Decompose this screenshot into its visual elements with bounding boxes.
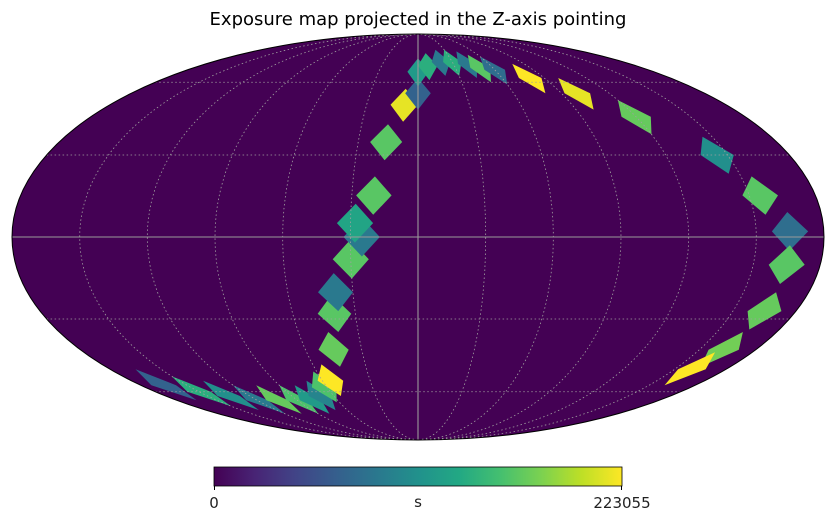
exposure-cell bbox=[480, 56, 508, 85]
exposure-cell bbox=[370, 124, 403, 161]
colorbar-min-label: 0 bbox=[209, 494, 219, 512]
meridian-line bbox=[417, 34, 487, 440]
exposure-cell bbox=[768, 245, 805, 284]
exposure-cell bbox=[742, 176, 778, 215]
exposure-cell bbox=[558, 78, 594, 110]
exposure-cell bbox=[318, 332, 349, 367]
meridian-line bbox=[349, 34, 419, 440]
exposure-cell bbox=[317, 294, 352, 332]
exposure-cell bbox=[417, 53, 438, 81]
exposure-cell bbox=[456, 51, 477, 78]
exposure-cell bbox=[431, 49, 451, 76]
exposure-cell bbox=[512, 63, 546, 94]
sky-outline bbox=[11, 33, 825, 441]
exposure-cell bbox=[664, 352, 716, 386]
exposure-cell bbox=[617, 100, 652, 135]
exposure-cell bbox=[317, 364, 344, 396]
meridian-line bbox=[417, 34, 757, 440]
exposure-cell bbox=[771, 212, 809, 251]
exposure-cell bbox=[332, 239, 369, 279]
exposure-cell bbox=[279, 385, 319, 414]
colorbar-max-label: 223055 bbox=[593, 494, 650, 512]
colorbar-unit-label: s bbox=[414, 493, 422, 511]
meridian-line bbox=[417, 34, 690, 440]
exposure-cell bbox=[233, 385, 286, 414]
exposure-cell bbox=[747, 292, 782, 330]
exposure-cell bbox=[467, 54, 491, 83]
meridian-line bbox=[79, 34, 419, 440]
exposure-cell bbox=[171, 376, 232, 407]
exposure-cell bbox=[256, 385, 302, 414]
graticule bbox=[12, 34, 824, 440]
exposure-cell bbox=[336, 203, 374, 243]
exposure-cell bbox=[135, 369, 197, 401]
exposure-cell bbox=[700, 136, 734, 174]
exposure-cell bbox=[203, 380, 259, 411]
meridian-line bbox=[146, 34, 419, 440]
exposure-cell bbox=[356, 176, 392, 215]
colorbar bbox=[213, 466, 623, 487]
exposure-cell bbox=[318, 273, 353, 312]
exposure-cell bbox=[294, 385, 330, 414]
exposure-track bbox=[135, 49, 809, 414]
chart-title: Exposure map projected in the Z-axis poi… bbox=[210, 9, 627, 30]
